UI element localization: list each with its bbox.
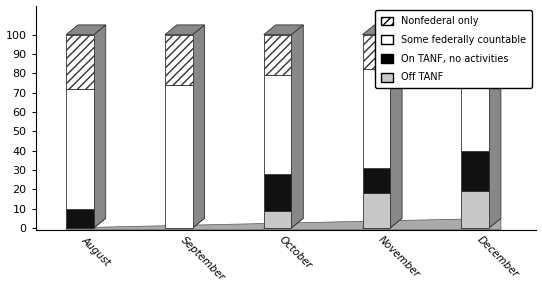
Bar <box>363 168 390 193</box>
Legend: Nonfederal only, Some federally countable, On TANF, no activities, Off TANF: Nonfederal only, Some federally countabl… <box>376 10 532 88</box>
Bar <box>264 35 292 75</box>
Bar <box>461 191 489 228</box>
Bar <box>363 35 390 69</box>
Bar <box>264 211 292 228</box>
Bar <box>264 174 292 211</box>
Polygon shape <box>264 218 304 228</box>
Polygon shape <box>461 25 501 35</box>
Polygon shape <box>390 25 402 228</box>
Polygon shape <box>94 25 106 228</box>
Bar <box>66 209 94 228</box>
Polygon shape <box>363 218 402 228</box>
Polygon shape <box>66 25 106 35</box>
Bar <box>363 69 390 168</box>
Bar <box>461 151 489 191</box>
Polygon shape <box>292 25 304 228</box>
Bar <box>461 35 489 64</box>
Polygon shape <box>66 218 501 230</box>
Bar <box>363 193 390 228</box>
Polygon shape <box>489 25 501 228</box>
Bar <box>461 64 489 151</box>
Bar <box>66 35 94 89</box>
Polygon shape <box>66 218 106 228</box>
Polygon shape <box>461 218 501 228</box>
Polygon shape <box>264 25 304 35</box>
Polygon shape <box>192 25 204 228</box>
Bar <box>66 89 94 209</box>
Polygon shape <box>165 25 204 35</box>
Bar <box>165 35 192 85</box>
Polygon shape <box>165 218 204 228</box>
Bar <box>165 85 192 228</box>
Polygon shape <box>363 25 402 35</box>
Bar <box>264 75 292 174</box>
